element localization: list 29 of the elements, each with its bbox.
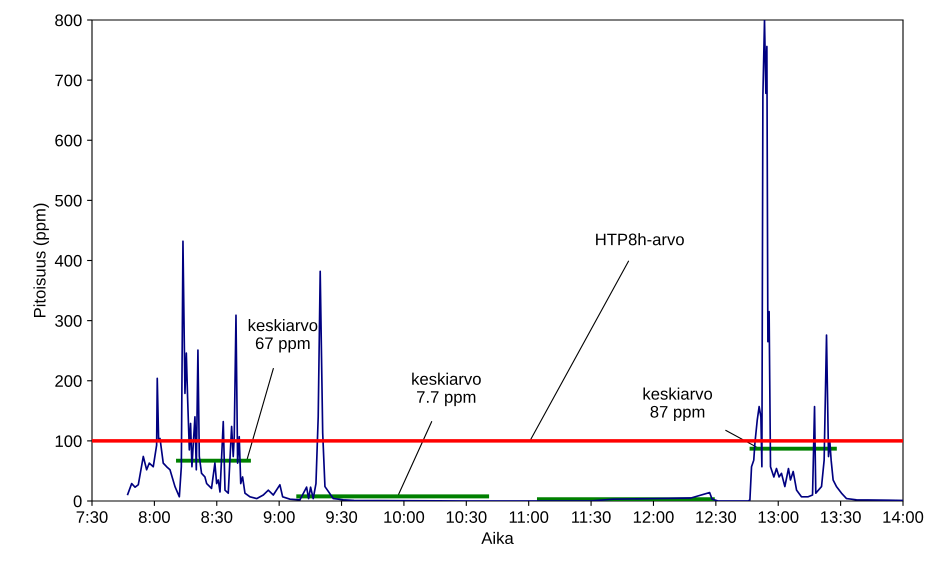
- x-tick-label: 8:30: [201, 511, 232, 523]
- x-tick-label: 13:00: [758, 511, 798, 523]
- x-tick-label: 9:00: [264, 511, 295, 523]
- y-tick-label: 600: [55, 134, 82, 146]
- y-axis-title: Pitoisuus (ppm): [33, 204, 49, 318]
- x-tick-label: 8:00: [138, 511, 170, 523]
- x-tick-label: 7:30: [76, 511, 108, 523]
- x-tick-label: 9:30: [326, 511, 358, 523]
- y-tick-label: 500: [55, 194, 82, 207]
- x-tick-label: 11:30: [572, 511, 611, 523]
- x-tick-label: 10:30: [446, 511, 487, 523]
- y-tick-label: 700: [55, 74, 82, 86]
- y-tick-label: 800: [55, 14, 82, 26]
- ref-line-label: HTP8h-arvo: [596, 233, 684, 246]
- x-tick-label: 12:30: [696, 511, 736, 523]
- y-tick-label: 200: [55, 375, 82, 387]
- x-tick-label: 13:30: [821, 511, 861, 523]
- y-tick-label: 100: [56, 435, 82, 448]
- annotation: keskiarvo 67 ppm: [248, 318, 318, 352]
- annotation: keskiarvo 7.7 ppm: [412, 372, 481, 406]
- y-tick-label: 300: [55, 315, 82, 327]
- y-tick-label: 0: [74, 495, 82, 508]
- annotation: keskiarvo 87 ppm: [644, 388, 712, 421]
- y-tick-label: 400: [54, 254, 82, 267]
- x-tick-label: 10:00: [384, 511, 424, 523]
- x-tick-label: 14:00: [883, 511, 924, 523]
- x-tick-label: 12:00: [634, 511, 674, 523]
- x-tick-label: 11:00: [510, 511, 548, 523]
- x-axis-title: Aika: [481, 532, 514, 544]
